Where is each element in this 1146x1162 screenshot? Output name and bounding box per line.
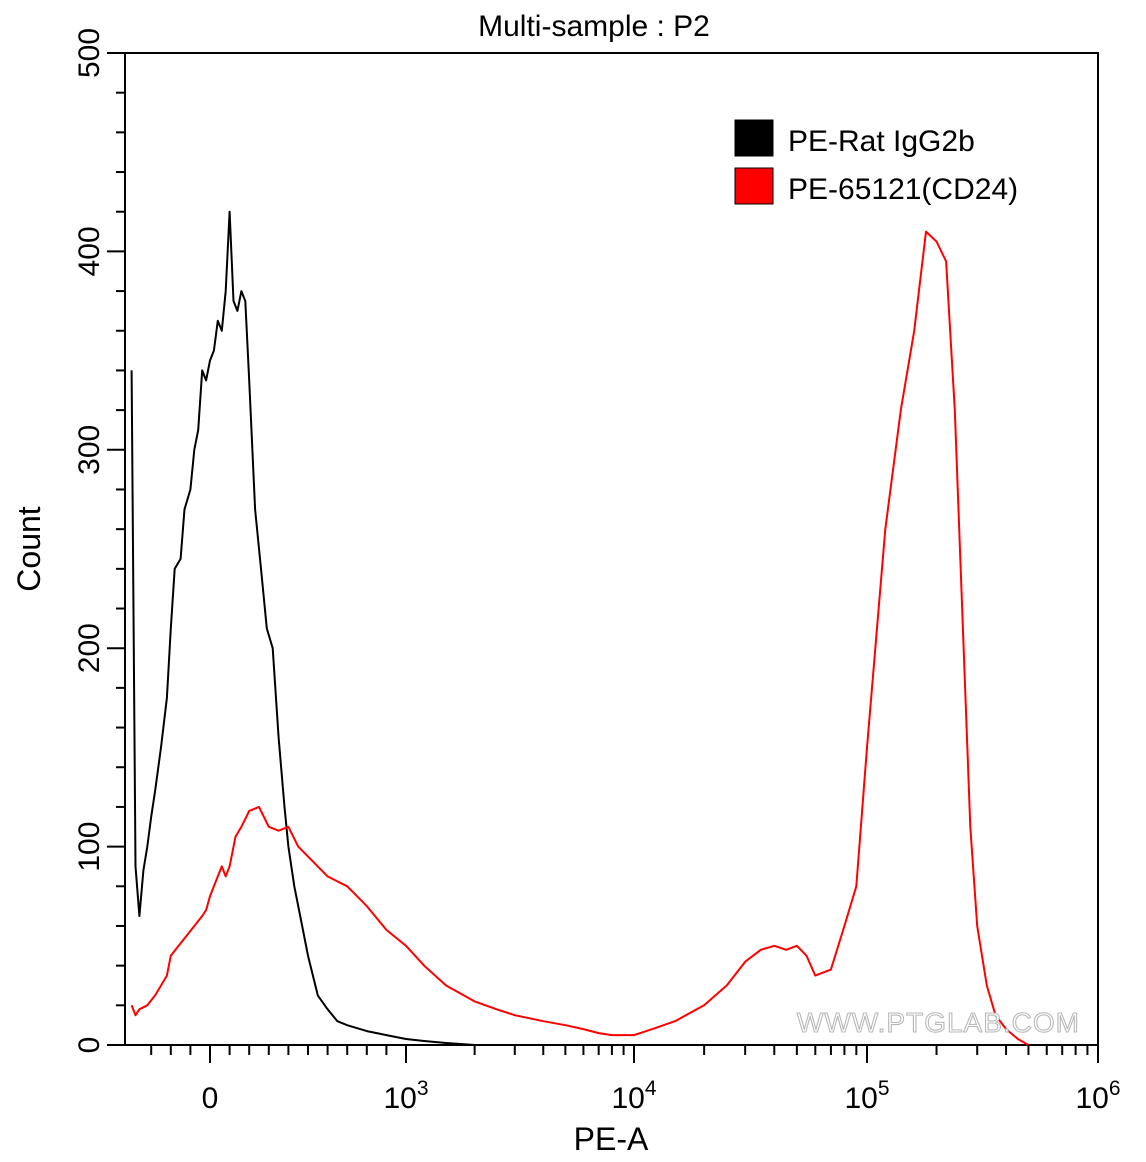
legend-label-cd24: PE-65121(CD24): [788, 173, 1018, 206]
y-tick-label: 300: [73, 425, 106, 475]
x-axis-label: PE-A: [574, 1121, 649, 1157]
legend: PE-Rat IgG2b PE-65121(CD24): [734, 119, 1018, 206]
x-tick-label: 105: [844, 1077, 889, 1115]
y-axis-label: Count: [11, 506, 47, 592]
y-tick-label: 100: [73, 822, 106, 872]
y-tick-label: 500: [73, 28, 106, 78]
x-tick-label: 0: [202, 1082, 219, 1115]
y-axis: 0 100 200 300 400 500: [73, 28, 125, 1053]
legend-swatch-cd24: [734, 167, 774, 205]
y-tick-label: 400: [73, 226, 106, 276]
x-tick-label: 106: [1075, 1077, 1120, 1115]
legend-swatch-isotype: [734, 119, 774, 157]
watermark: WWW.PTGLAB.COM: [797, 1007, 1080, 1038]
x-tick-label: 104: [611, 1077, 656, 1115]
y-tick-label: 200: [73, 623, 106, 673]
series-layer: [130, 210, 1029, 1046]
series-line-1: [130, 230, 1029, 1046]
series-line-0: [130, 210, 515, 1046]
chart-title: Multi-sample : P2: [478, 10, 710, 43]
x-tick-label: 103: [383, 1077, 428, 1115]
y-tick-label: 0: [73, 1037, 106, 1054]
legend-label-isotype: PE-Rat IgG2b: [788, 125, 975, 158]
x-axis: 0 103 104 105 106: [150, 1045, 1121, 1115]
